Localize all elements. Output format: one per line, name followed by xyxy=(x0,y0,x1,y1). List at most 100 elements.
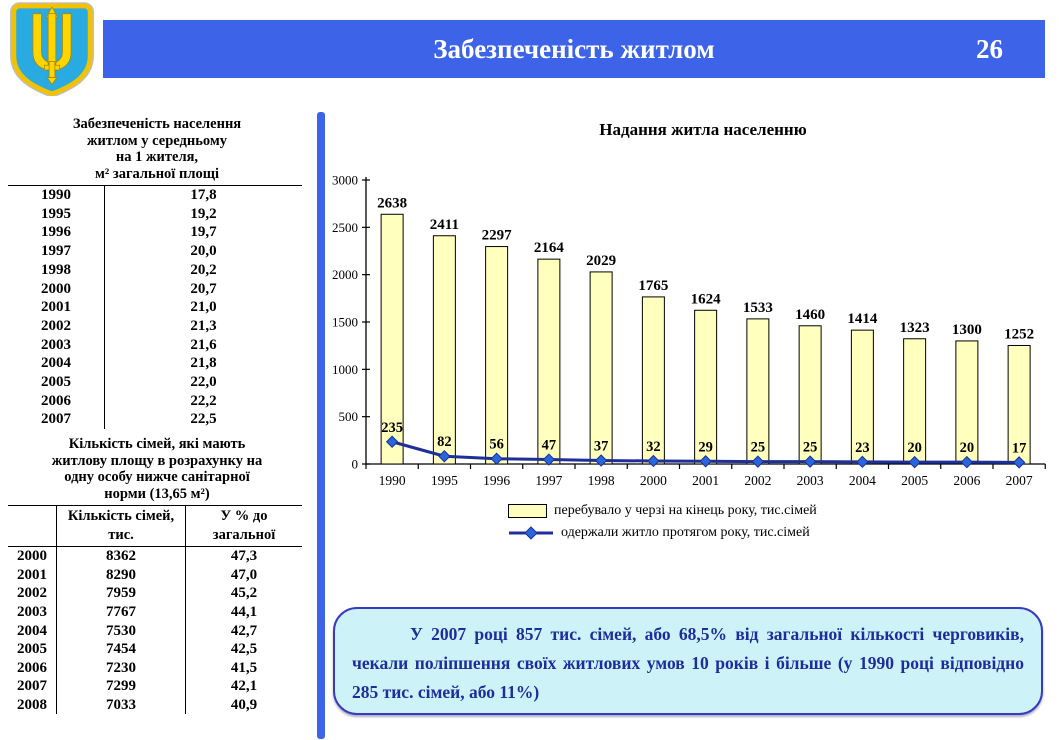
bar-value-label: 1300 xyxy=(952,322,982,338)
table-cell: 7230 xyxy=(56,658,186,678)
table-cell: 1997 xyxy=(8,242,105,261)
table-cell: 7033 xyxy=(56,695,186,715)
table-row: 2001 21,0 xyxy=(8,298,302,317)
table-cell: 21,8 xyxy=(190,355,217,372)
table-row: 2004 21,8 xyxy=(8,354,302,374)
table-cell: 2002 xyxy=(8,316,105,336)
table-cell: 45,2 xyxy=(230,585,258,602)
table-cell: 20,2 xyxy=(190,261,217,278)
table-cell: 2003 xyxy=(8,335,105,355)
chart-legend: перебувало у черзі на кінець року, тис.с… xyxy=(508,500,1050,544)
table-cell: 2004 xyxy=(8,354,105,374)
table-row: 2003 7767 44,1 xyxy=(8,602,302,622)
table-cell: 7959 xyxy=(56,584,186,603)
table-cell: 21,0 xyxy=(190,299,217,316)
table-cell: 17,8 xyxy=(190,187,217,203)
line-value-label: 56 xyxy=(489,437,504,453)
table-cell: 2006 xyxy=(8,658,57,678)
line-value-label: 37 xyxy=(594,438,609,454)
table-row: 2007 22,5 xyxy=(8,410,302,430)
table-cell: 2001 xyxy=(8,565,57,585)
table-cell: 2001 xyxy=(8,298,105,317)
table-cell: 8362 xyxy=(56,546,186,566)
line-value-label: 82 xyxy=(437,434,452,450)
bar-value-label: 1624 xyxy=(691,291,722,307)
x-axis-label: 1990 xyxy=(379,473,406,488)
chart-title: Надання житла населенню xyxy=(599,120,807,139)
line-value-label: 29 xyxy=(698,439,713,455)
table-header-row: Кількість сімей, тис. У % до загальної xyxy=(8,505,302,548)
y-tick-label: 2000 xyxy=(332,267,358,282)
x-axis-label: 2004 xyxy=(849,473,876,488)
table-cell: 40,9 xyxy=(230,696,258,713)
note-box: У 2007 році 857 тис. сімей, або 68,5% ві… xyxy=(333,607,1043,715)
y-tick-label: 1500 xyxy=(332,315,358,330)
x-axis-label: 1997 xyxy=(535,473,562,488)
line-value-label: 20 xyxy=(907,440,922,456)
table-row: 1996 19,7 xyxy=(8,223,302,243)
legend-item-queue: перебувало у черзі на кінець року, тис.с… xyxy=(508,500,1050,522)
table-cell: 42,1 xyxy=(230,678,258,695)
table-cell: 21,6 xyxy=(190,336,217,353)
table-cell: 42,5 xyxy=(230,641,258,658)
x-axis-label: 1995 xyxy=(431,473,458,488)
table-cell: 2007 xyxy=(8,410,105,430)
table-cell: 19,2 xyxy=(190,205,217,222)
table-cell: 7767 xyxy=(56,602,186,622)
line-value-label: 17 xyxy=(1012,440,1027,456)
line-marker xyxy=(594,454,608,467)
table-cell: 8290 xyxy=(56,565,186,585)
table-cell: 2002 xyxy=(8,584,57,603)
x-axis-label: 1996 xyxy=(483,473,510,488)
bar-value-label: 1323 xyxy=(900,320,930,336)
line-marker xyxy=(960,455,974,469)
left-panel: Забезпеченість населення житлом у середн… xyxy=(8,116,306,715)
table-cell: 1996 xyxy=(8,223,105,243)
table-cell: 7299 xyxy=(56,677,186,696)
x-axis-label: 2006 xyxy=(953,473,980,488)
line-value-label: 235 xyxy=(381,420,403,436)
header-bar: Забезпеченість житлом 26 xyxy=(103,20,1045,78)
line-marker xyxy=(908,455,921,469)
table-header-cell: У % до загальної xyxy=(185,505,302,548)
housing-provision-chart: 0 500 1000 1500 2000 2500 3000 1990 2638 1995 2411… xyxy=(332,173,1046,488)
table-cell: 21,3 xyxy=(190,317,217,334)
x-axis-label: 2003 xyxy=(797,473,824,488)
table-row: 1990 17,8 xyxy=(8,185,302,205)
table-row: 2007 7299 42,1 xyxy=(8,677,302,696)
table-cell: 19,7 xyxy=(190,224,217,241)
line-marker xyxy=(1012,456,1026,469)
bar xyxy=(537,258,561,465)
table-cell: 20,7 xyxy=(190,280,217,297)
y-tick-label: 3000 xyxy=(332,173,358,188)
table-row: 2002 21,3 xyxy=(8,316,302,336)
table-cell: 2003 xyxy=(8,602,57,622)
table-row: 2005 22,0 xyxy=(8,373,302,392)
x-axis-label: 2002 xyxy=(744,473,771,488)
y-tick-label: 0 xyxy=(352,457,359,472)
table-row: 2006 22,2 xyxy=(8,391,302,411)
bar-value-label: 1533 xyxy=(743,300,773,316)
bar-value-label: 2638 xyxy=(377,195,407,211)
bar-value-label: 1460 xyxy=(795,307,825,323)
families-below-norm-table: Кількість сімей, тис. У % до загальної 2… xyxy=(8,505,302,715)
bar-value-label: 1252 xyxy=(1004,326,1034,342)
bar-value-label: 2297 xyxy=(482,228,513,244)
x-axis-label: 2000 xyxy=(640,473,667,488)
bar xyxy=(380,213,404,465)
note-text: У 2007 році 857 тис. сімей, або 68,5% ві… xyxy=(352,624,1024,702)
line-marker xyxy=(699,455,712,468)
bar-value-label: 1414 xyxy=(847,311,878,327)
table-cell: 47,0 xyxy=(230,566,258,583)
y-tick-label: 500 xyxy=(339,409,359,424)
page-number: 26 xyxy=(976,34,1003,64)
table1-title: Забезпеченість населення житлом у середн… xyxy=(72,116,242,182)
table-cell: 20,0 xyxy=(190,243,217,260)
line-value-label: 32 xyxy=(646,439,661,455)
bar xyxy=(432,235,456,465)
table-row: 2000 8362 47,3 xyxy=(8,546,302,566)
table-cell: 42,7 xyxy=(230,622,258,639)
table-row: 2004 7530 42,7 xyxy=(8,621,302,641)
table-cell: 2004 xyxy=(8,621,57,641)
line-swatch-icon xyxy=(509,526,553,540)
